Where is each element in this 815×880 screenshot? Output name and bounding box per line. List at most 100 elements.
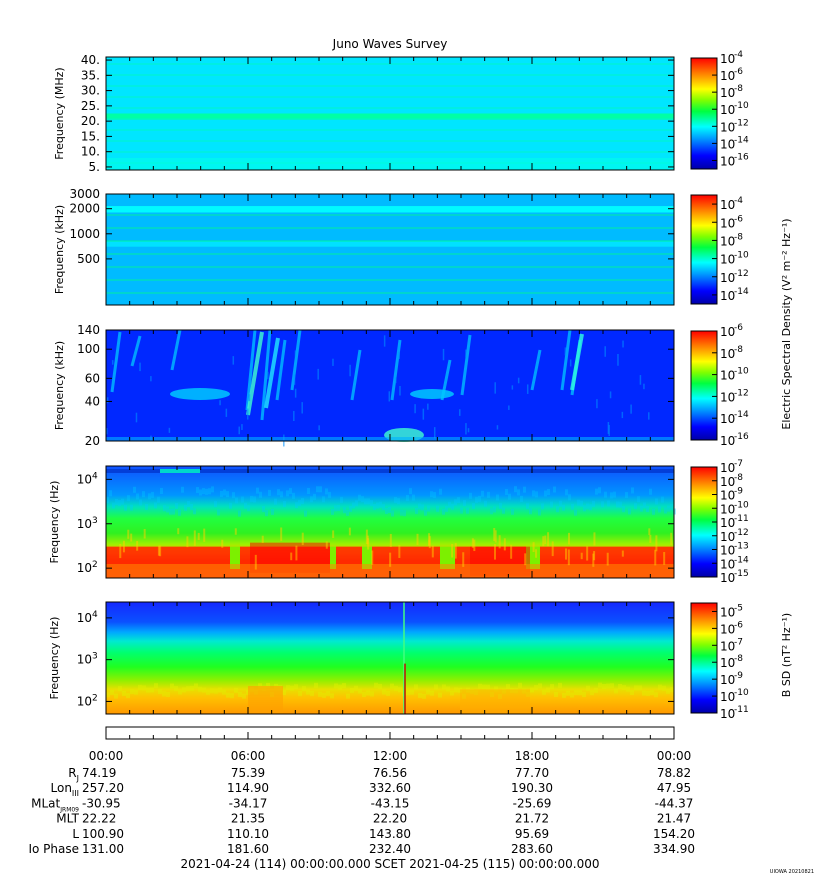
texture-column (247, 505, 250, 512)
texture-column (640, 505, 643, 512)
texture-column (202, 488, 205, 495)
noise-speck (318, 425, 320, 431)
texture-column (166, 506, 169, 513)
colorbar-tick-exponent: -8 (734, 345, 743, 355)
credit-label: UIOWA 20210821 (770, 869, 814, 875)
ephemeris-row: RJ 74.19 75.39 76.56 77.70 78.82 (68, 766, 691, 783)
colorbar-tick-exponent: -14 (734, 410, 749, 420)
texture-column (451, 503, 454, 510)
colorbar-tick-label: 10 (720, 639, 735, 653)
texture-column (328, 491, 331, 498)
texture-column (486, 684, 490, 690)
texture-column (494, 686, 498, 692)
texture-column (187, 500, 190, 507)
texture-column (366, 690, 370, 696)
y-axis-label: Frequency (kHz) (53, 205, 66, 294)
colorbar-tick-label: 10 (720, 325, 735, 339)
noise-speck (465, 349, 467, 358)
texture-column (638, 685, 642, 691)
ephemeris-value: -43.15 (371, 796, 410, 810)
band-stripe (106, 214, 674, 216)
band-stripe (106, 227, 674, 229)
texture-column (556, 506, 559, 513)
texture-column (510, 687, 514, 693)
colorbar (690, 602, 718, 714)
texture-column (238, 691, 242, 697)
ephemeris-row: MLatJRM09 -30.95 -34.17 -43.15 -25.69 -44.37 (31, 796, 693, 813)
noise-speck (219, 400, 221, 406)
texture-speck (295, 545, 298, 561)
texture-speck (494, 530, 497, 543)
texture-column (146, 687, 150, 693)
noise-speck (150, 376, 152, 382)
texture-column (553, 486, 556, 493)
texture-speck (197, 532, 200, 541)
texture-column (496, 494, 499, 501)
colorbar-tick-label: 10 (720, 154, 735, 168)
noise-speck (433, 427, 436, 439)
noise-speck (442, 348, 445, 361)
noise-speck (607, 421, 610, 434)
noise-speck (388, 391, 391, 402)
texture-column (313, 493, 316, 500)
band-stripe (106, 140, 674, 142)
noise-speck (293, 410, 295, 421)
emission-patch (410, 389, 454, 399)
texture-column (403, 510, 406, 517)
colorbar-tick-exponent: -12 (734, 269, 749, 279)
texture-column (226, 692, 230, 698)
texture-column (662, 685, 666, 691)
texture-column (474, 690, 478, 696)
texture-column (472, 503, 475, 510)
magnetic-colorbar-label: B SD (nT² Hz⁻¹) (780, 613, 793, 697)
texture-column (514, 688, 518, 694)
texture-column (664, 507, 667, 514)
colorbar-tick-exponent: -10 (734, 251, 749, 261)
noise-speck (648, 412, 650, 420)
y-tick-label: 40 (85, 394, 100, 408)
texture-column (235, 497, 238, 504)
texture-column (541, 503, 544, 510)
emission-band (106, 113, 674, 120)
texture-column (450, 690, 454, 696)
texture-column (342, 683, 346, 689)
texture-speck (348, 527, 351, 536)
texture-speck (451, 543, 454, 558)
texture-speck (454, 543, 457, 559)
texture-column (138, 684, 142, 690)
radio-burst (110, 331, 122, 393)
ephemeris-value: 332.60 (369, 781, 411, 795)
texture-column (630, 689, 634, 695)
texture-column (499, 502, 502, 509)
texture-column (214, 688, 218, 694)
texture-column (398, 687, 402, 693)
texture-column (577, 499, 580, 506)
noise-speck (349, 364, 351, 377)
colorbar-tick-exponent: -6 (734, 323, 743, 333)
ephemeris-value: 100.90 (82, 827, 124, 841)
ephemeris-label-text: Io Phase (28, 842, 79, 856)
texture-speck (655, 535, 658, 552)
texture-column (558, 682, 562, 688)
texture-speck (398, 545, 401, 558)
texture-column (266, 682, 270, 688)
colorbar-tick-exponent: -10 (734, 367, 749, 377)
texture-column (462, 693, 466, 699)
texture-column (458, 687, 462, 693)
texture-column (229, 502, 232, 509)
chart-title: Juno Waves Survey (332, 37, 448, 51)
colorbar-tick-exponent: -8 (734, 84, 743, 94)
texture-speck (565, 548, 568, 560)
ephemeris-value: 77.70 (515, 766, 549, 780)
noise-speck (422, 408, 425, 420)
texture-column (226, 491, 229, 498)
radio-burst (275, 339, 287, 401)
texture-column (475, 496, 478, 503)
texture-column (378, 683, 382, 689)
x-tick-label: 00:00 (89, 749, 124, 763)
noise-speck (609, 391, 612, 399)
intense-emission (248, 686, 283, 714)
texture-column (546, 687, 550, 693)
noise-speck (569, 359, 572, 367)
texture-column (469, 492, 472, 499)
